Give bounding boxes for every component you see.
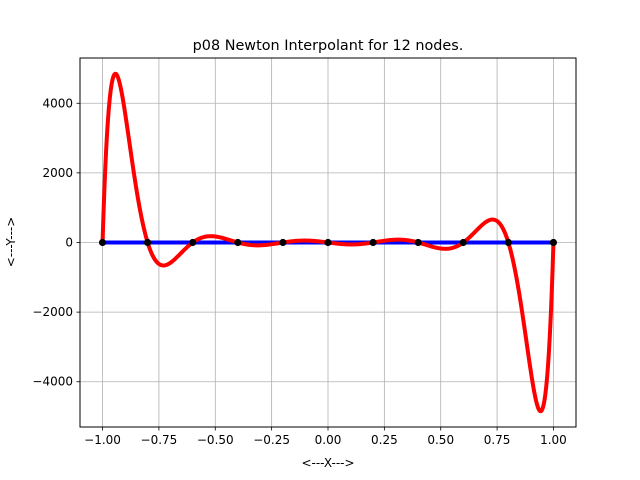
x-tick-label: 0.25 bbox=[371, 433, 398, 447]
x-tick-label: 1.00 bbox=[540, 433, 567, 447]
y-tick-label: −4000 bbox=[32, 375, 73, 389]
node-marker bbox=[98, 238, 107, 247]
x-tick-label: 0.75 bbox=[484, 433, 511, 447]
node-marker bbox=[414, 238, 422, 247]
node-marker bbox=[459, 238, 467, 247]
x-tick-label: −0.75 bbox=[141, 433, 178, 447]
y-axis-label: <---Y---> bbox=[4, 217, 18, 268]
node-marker bbox=[504, 238, 512, 247]
node-marker bbox=[549, 238, 558, 247]
y-tick-label: 4000 bbox=[42, 96, 73, 110]
x-tick-label: −0.50 bbox=[197, 433, 234, 447]
x-tick-label: 0.00 bbox=[315, 433, 342, 447]
x-tick-label: −1.00 bbox=[84, 433, 121, 447]
x-tick-label: 0.50 bbox=[427, 433, 454, 447]
node-marker bbox=[144, 238, 152, 247]
x-tick-label: −0.25 bbox=[253, 433, 290, 447]
chart-title: p08 Newton Interpolant for 12 nodes. bbox=[193, 38, 464, 54]
y-tick-label: 0 bbox=[65, 236, 73, 250]
y-tick-label: −2000 bbox=[32, 305, 73, 319]
x-axis-label: <---X---> bbox=[301, 456, 354, 470]
node-marker bbox=[369, 238, 377, 247]
x-axis-ticks: −1.00 −0.75 −0.50 −0.25 0.00 0.25 0.50 0.75 1.00 bbox=[84, 427, 567, 447]
node-marker bbox=[189, 238, 197, 247]
node-marker bbox=[324, 238, 332, 247]
y-tick-label: 2000 bbox=[42, 166, 73, 180]
node-marker bbox=[234, 238, 242, 247]
node-marker bbox=[279, 238, 287, 247]
y-axis-ticks: −4000 −2000 0 2000 4000 bbox=[32, 96, 80, 389]
node-markers bbox=[98, 238, 558, 247]
